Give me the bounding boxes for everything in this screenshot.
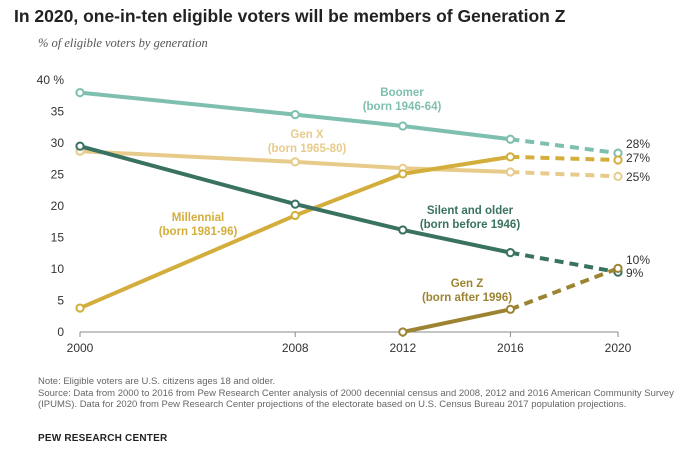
series-birth-range-label: (born before 1946) bbox=[420, 219, 520, 231]
data-point bbox=[505, 167, 515, 177]
series-line-projected bbox=[510, 154, 619, 163]
data-point bbox=[290, 210, 300, 221]
series-line bbox=[79, 154, 511, 310]
y-tick-label: 40 % bbox=[37, 73, 65, 87]
y-tick-label: 25 bbox=[51, 168, 65, 182]
series-line bbox=[79, 144, 511, 255]
line-chart: 0 5 10 15 20 25 30 35 40 % 2000 2008 2012 2016 2020 Bo… bbox=[37, 73, 651, 355]
data-point bbox=[290, 199, 300, 209]
end-value-label: 10% bbox=[626, 253, 650, 267]
data-point bbox=[505, 134, 515, 144]
data-point bbox=[613, 171, 623, 181]
series-birth-range-label: (born after 1996) bbox=[422, 292, 512, 304]
chart-title: In 2020, one-in-ten eligible voters will… bbox=[14, 6, 566, 26]
y-tick-label: 15 bbox=[51, 231, 65, 245]
x-tick-label: 2020 bbox=[605, 341, 632, 355]
end-value-label: 28% bbox=[626, 137, 650, 151]
note-text: Note: Eligible voters are U.S. citizens … bbox=[38, 376, 276, 387]
data-point bbox=[290, 110, 300, 120]
data-point bbox=[398, 225, 408, 235]
data-point bbox=[398, 169, 408, 179]
data-point bbox=[613, 155, 623, 165]
data-point bbox=[505, 152, 515, 162]
series-name-label: Silent and older bbox=[427, 205, 514, 217]
end-value-label: 9% bbox=[626, 266, 644, 280]
end-value-label: 27% bbox=[626, 151, 650, 165]
data-point bbox=[75, 303, 85, 313]
data-point bbox=[613, 263, 623, 273]
series-name-label: Gen X bbox=[290, 129, 324, 141]
data-point bbox=[75, 88, 85, 98]
series-birth-range-label: (born 1965-80) bbox=[268, 143, 347, 155]
source-text: Source: Data from 2000 to 2016 from Pew … bbox=[38, 387, 674, 411]
y-tick-label: 35 bbox=[51, 105, 65, 119]
brand-logo-text: PEW RESEARCH CENTER bbox=[38, 433, 168, 444]
y-tick-label: 0 bbox=[57, 325, 64, 339]
series-line-projected bbox=[510, 137, 619, 156]
series-birth-range-label: (born 1946-64) bbox=[363, 101, 442, 113]
x-tick-label: 2000 bbox=[67, 341, 94, 355]
x-tick-label: 2012 bbox=[389, 341, 416, 355]
series-line-projected bbox=[510, 169, 619, 179]
series-name-label: Millennial bbox=[172, 212, 224, 224]
y-tick-label: 5 bbox=[57, 294, 64, 308]
chart-notes: Note: Eligible voters are U.S. citizens … bbox=[38, 376, 678, 411]
data-point bbox=[398, 327, 408, 337]
y-tick-label: 30 bbox=[51, 136, 65, 150]
series-line bbox=[79, 90, 511, 142]
data-point bbox=[398, 121, 408, 131]
series-line bbox=[402, 307, 511, 334]
data-point bbox=[75, 141, 85, 151]
y-tick-label: 20 bbox=[51, 199, 65, 213]
x-tick-label: 2008 bbox=[282, 341, 309, 355]
data-point bbox=[290, 157, 300, 167]
series-birth-range-label: (born 1981-96) bbox=[159, 226, 238, 238]
series-name-label: Gen Z bbox=[451, 278, 484, 290]
series-line bbox=[79, 149, 511, 174]
chart-subtitle: % of eligible voters by generation bbox=[38, 36, 208, 50]
series-line-projected bbox=[509, 266, 619, 312]
series-line-projected bbox=[510, 250, 619, 275]
series-name-label: Boomer bbox=[380, 87, 424, 99]
end-value-label: 25% bbox=[626, 170, 650, 184]
y-tick-label: 10 bbox=[51, 262, 65, 276]
data-point bbox=[505, 304, 515, 314]
data-point bbox=[505, 248, 515, 258]
x-tick-label: 2016 bbox=[497, 341, 524, 355]
